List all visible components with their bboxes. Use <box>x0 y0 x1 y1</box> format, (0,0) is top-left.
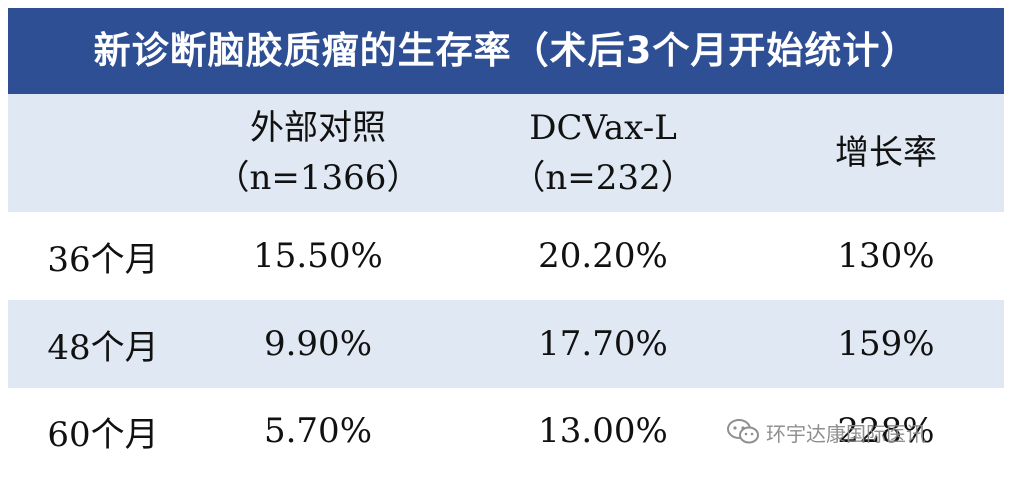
row-label: 48个月 <box>47 327 159 368</box>
header-empty-cell <box>8 94 198 212</box>
row-label: 60个月 <box>47 414 159 455</box>
control-value: 15.50% <box>253 236 383 276</box>
header-dcvax-n: （n=232） <box>511 158 695 198</box>
header-external-control-label: 外部对照 <box>250 108 386 148</box>
survival-table: 新诊断脑胶质瘤的生存率（术后3个月开始统计） 外部对照 （n=1366） DCV… <box>8 8 1004 474</box>
growth-value: 130% <box>837 236 935 276</box>
header-dcvax: DCVax-L （n=232） <box>438 94 768 212</box>
dcvax-value: 13.00% <box>538 411 668 451</box>
growth-value: 228% <box>837 411 935 451</box>
table-header-row: 外部对照 （n=1366） DCVax-L （n=232） 增长率 <box>8 94 1004 212</box>
table-row: 36个月 15.50% 20.20% 130% <box>8 212 1004 300</box>
table-title: 新诊断脑胶质瘤的生存率（术后3个月开始统计） <box>8 8 1004 94</box>
control-value: 9.90% <box>263 324 372 364</box>
table-row: 60个月 5.70% 13.00% 228% <box>8 388 1004 474</box>
header-external-control: 外部对照 （n=1366） <box>198 94 438 212</box>
header-growth-rate-label: 增长率 <box>835 133 937 173</box>
header-dcvax-label: DCVax-L <box>529 108 677 148</box>
watermark-text: 环宇达康国际医讯 <box>766 421 926 446</box>
dcvax-value: 20.20% <box>538 236 668 276</box>
table-row: 48个月 9.90% 17.70% 159% <box>8 300 1004 388</box>
header-growth-rate: 增长率 <box>768 94 1004 212</box>
watermark: 环宇达康国际医讯 <box>726 412 926 452</box>
header-external-control-n: （n=1366） <box>215 158 421 198</box>
growth-value: 159% <box>837 324 935 364</box>
dcvax-value: 17.70% <box>538 324 668 364</box>
wechat-icon <box>726 418 760 446</box>
control-value: 5.70% <box>263 411 372 451</box>
row-label: 36个月 <box>47 239 159 280</box>
